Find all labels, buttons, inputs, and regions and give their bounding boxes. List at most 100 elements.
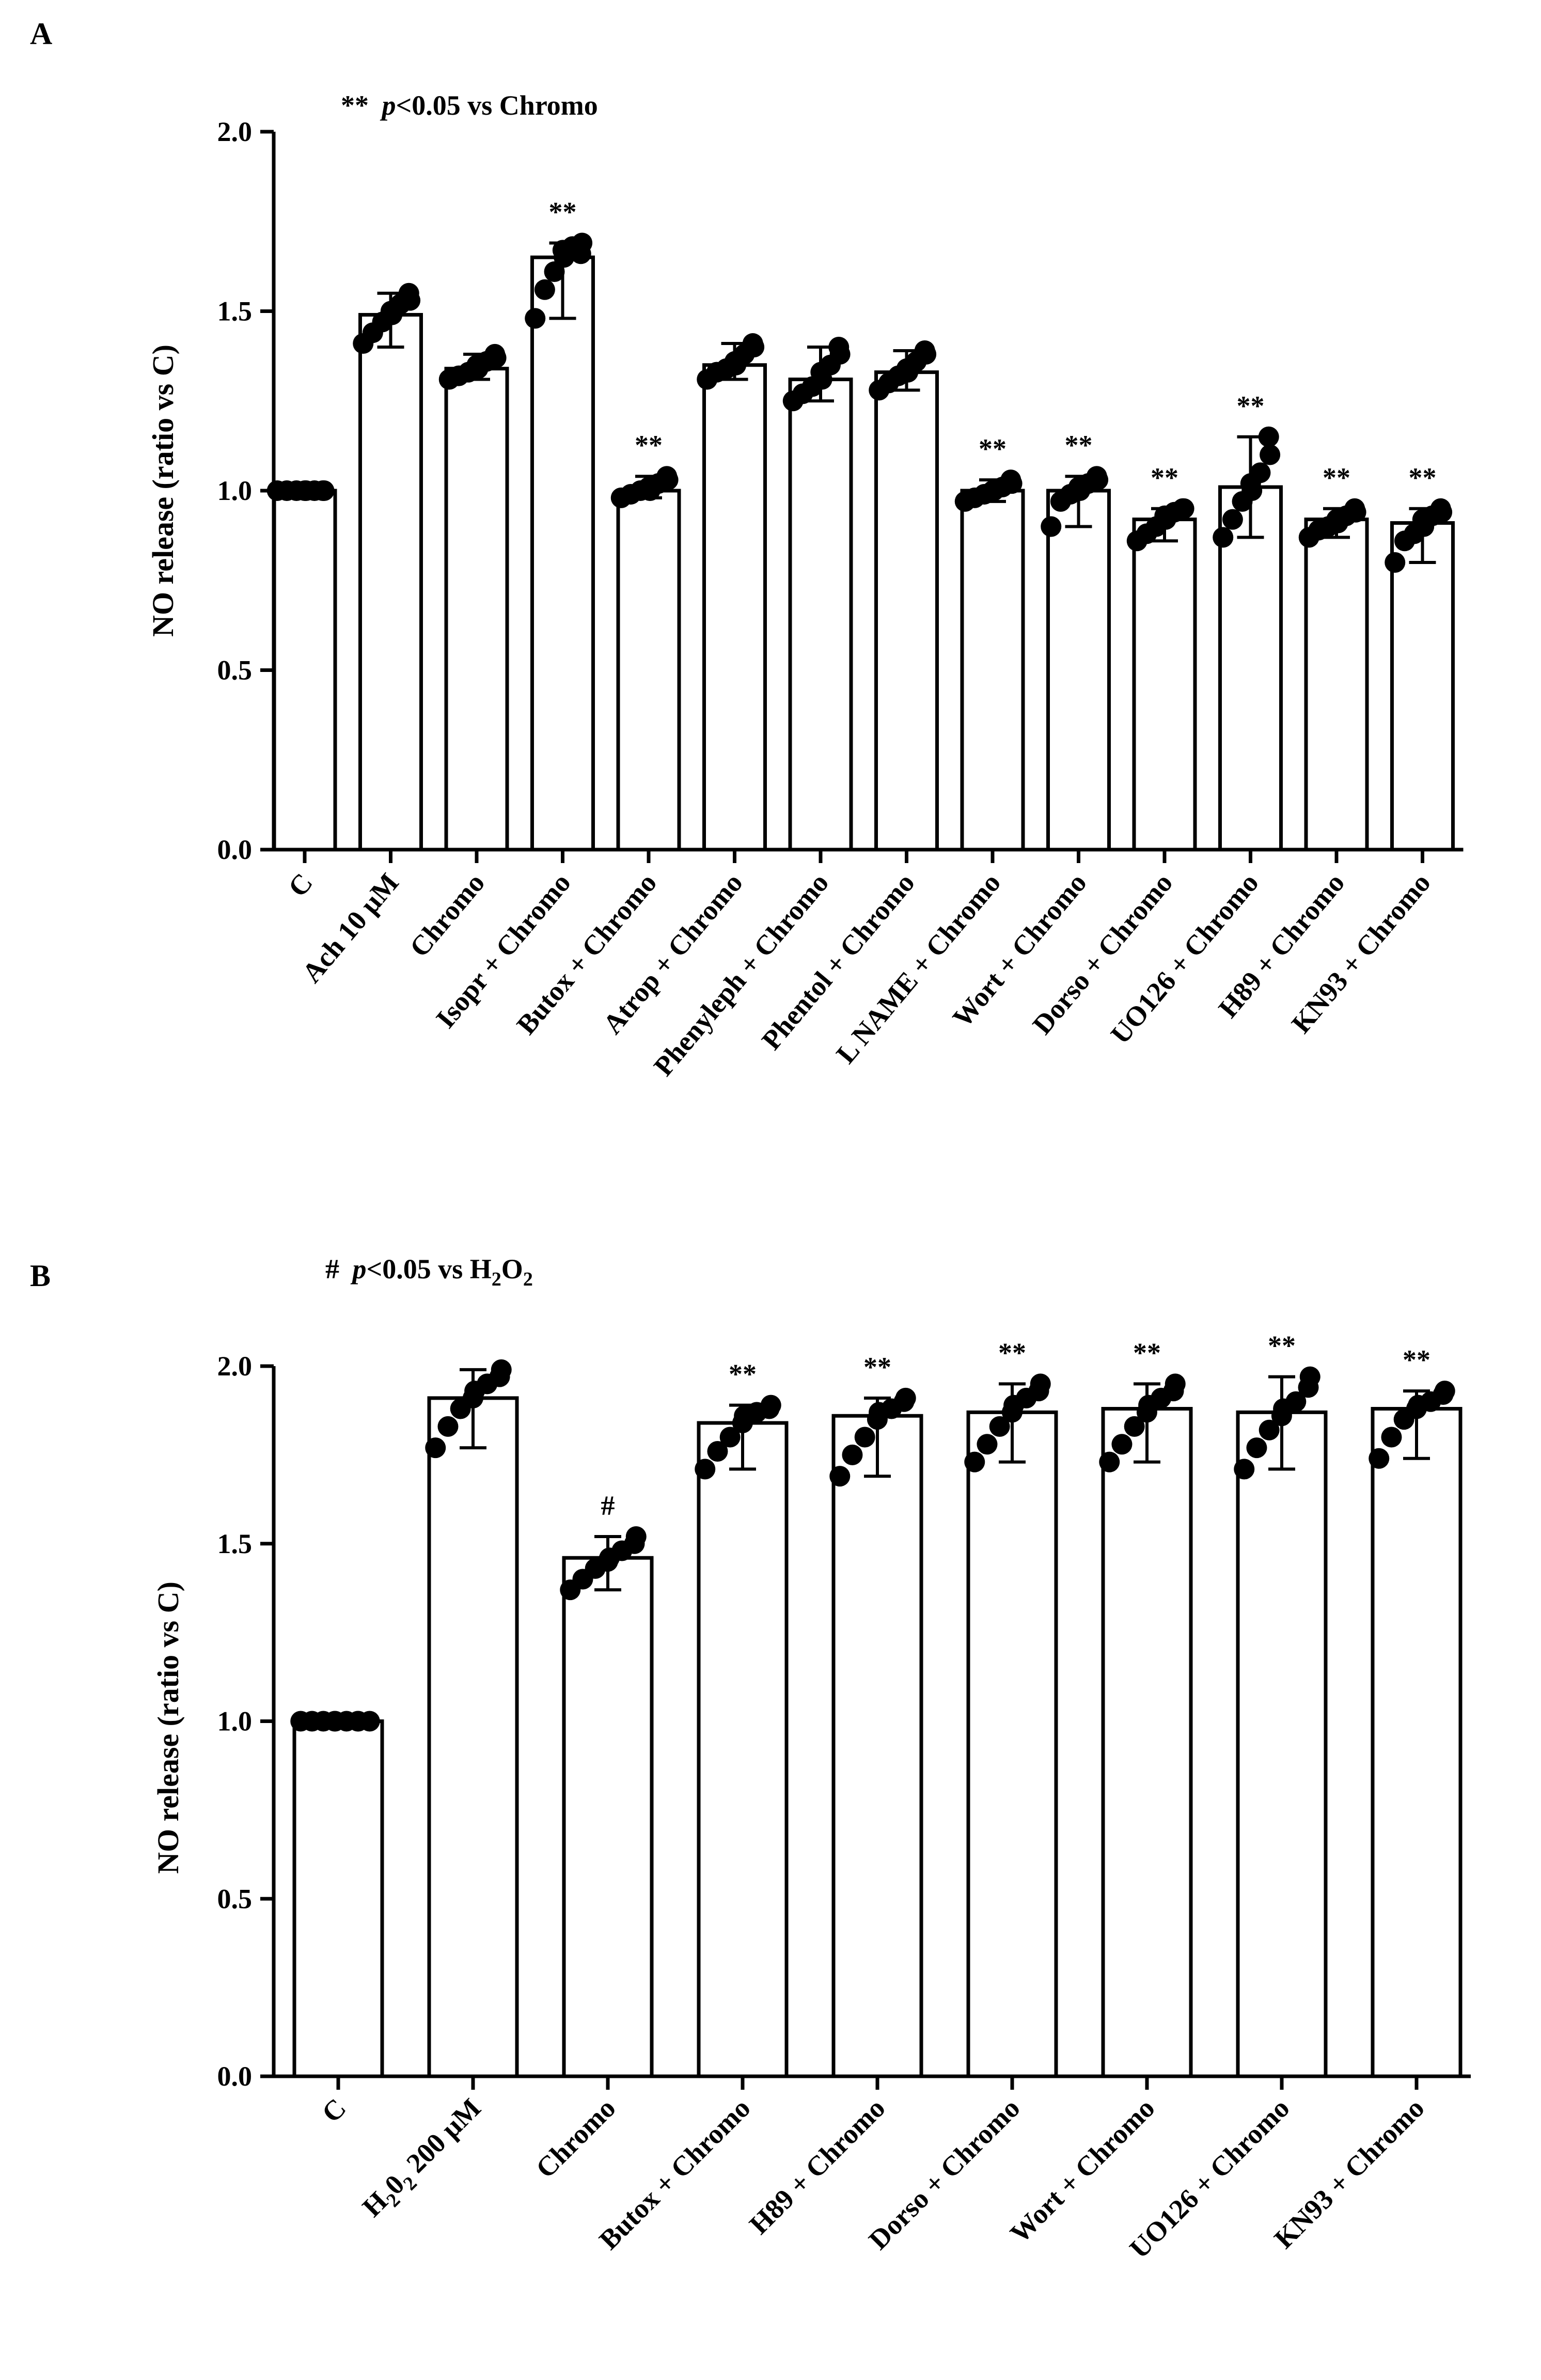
panel-b-data-point bbox=[1369, 1448, 1390, 1469]
panel-b-category-label: C bbox=[316, 2092, 352, 2128]
panel-b-significance-marker: ** bbox=[998, 1337, 1026, 1368]
panel-b-y-axis-label: NO release (ratio vs C) bbox=[151, 1582, 185, 1874]
panel-a-significance-marker: ** bbox=[549, 196, 577, 227]
panel-b-category-label: Chromo bbox=[530, 2092, 621, 2184]
panel-a-bar bbox=[788, 378, 853, 852]
panel-b-significance-marker: # bbox=[601, 1490, 615, 1521]
panel-a-bar bbox=[702, 363, 767, 852]
panel-a-data-point bbox=[742, 333, 763, 354]
panel-b-bar bbox=[427, 1396, 519, 2078]
panel-b-y-tick-label: 1.5 bbox=[217, 1528, 253, 1559]
panel-a-data-point bbox=[1260, 444, 1281, 465]
panel-a-data-point bbox=[1344, 498, 1365, 519]
panel-a-bar bbox=[272, 489, 337, 852]
panel-a-significance-marker: ** bbox=[1065, 430, 1093, 461]
panel-b-data-point bbox=[977, 1434, 998, 1455]
panel-b-note-sub1: 2 bbox=[492, 1269, 501, 1290]
panel-b-data-point bbox=[1246, 1437, 1267, 1459]
panel-a-bar bbox=[530, 255, 595, 852]
panel-a-bar bbox=[358, 312, 423, 852]
panel-a-bar bbox=[1390, 521, 1455, 852]
panel-a-data-point bbox=[398, 283, 419, 304]
panel-a-data-point bbox=[914, 340, 935, 361]
panel-a-data-point bbox=[1041, 516, 1062, 537]
panel-b-data-point bbox=[1285, 1391, 1307, 1412]
panel-b-data-point bbox=[760, 1395, 781, 1416]
panel-b-bar bbox=[1236, 1410, 1328, 2078]
panel-b-data-point bbox=[625, 1526, 647, 1547]
panel-a-data-point bbox=[1385, 552, 1406, 573]
panel-b-category-label: Wort + Chromo bbox=[1004, 2092, 1160, 2249]
panel-b-note-p: p bbox=[351, 1254, 367, 1285]
panel-a-bar bbox=[1132, 518, 1197, 852]
panel-b-y-tick-label: 1.0 bbox=[217, 1706, 253, 1737]
panel-b-significance-marker: ** bbox=[863, 1352, 891, 1383]
panel-a-data-point bbox=[484, 343, 506, 365]
panel-b-data-point bbox=[1234, 1459, 1255, 1480]
panel-b-category-label: H89 + Chromo bbox=[743, 2092, 891, 2240]
panel-b-data-point bbox=[1165, 1373, 1186, 1395]
panel-a-category-label: UO126 + Chromo bbox=[1105, 867, 1265, 1050]
panel-b-letter: B bbox=[30, 1259, 51, 1293]
panel-a-data-point bbox=[1172, 498, 1193, 519]
panel-b-y-tick-label: 0.0 bbox=[217, 2061, 253, 2092]
panel-a-bar bbox=[616, 489, 681, 852]
panel-a-note-p: p bbox=[380, 90, 396, 121]
panel-b-bar bbox=[562, 1556, 654, 2078]
panel-b-significance-marker: ** bbox=[729, 1359, 757, 1390]
panel-a-data-point bbox=[1250, 462, 1271, 483]
panel-a-category-label: L NAME + Chromo bbox=[830, 867, 1007, 1069]
panel-b-bar bbox=[697, 1421, 789, 2078]
panel-a-y-tick-label: 2.0 bbox=[217, 116, 253, 147]
panel-a-note-prefix: ** bbox=[341, 90, 369, 121]
panel-b-data-point bbox=[491, 1359, 512, 1380]
panel-b-data-point bbox=[719, 1427, 741, 1448]
panel-a-note-rest: <0.05 vs Chromo bbox=[396, 90, 598, 121]
panel-a-category-label: Phentol + Chromo bbox=[756, 867, 921, 1056]
panel-a-letter: A bbox=[30, 17, 52, 51]
panel-b-data-point bbox=[989, 1416, 1010, 1437]
panel-b-data-point bbox=[1434, 1381, 1455, 1402]
panel-a-y-tick-label: 0.5 bbox=[217, 655, 253, 686]
panel-b-data-point bbox=[842, 1444, 863, 1465]
panel-a-category-label: Chromo bbox=[403, 867, 491, 963]
panel-b-significance-marker: ** bbox=[1133, 1337, 1161, 1368]
panel-a-significance-marker: ** bbox=[1237, 390, 1265, 421]
panel-a-bar bbox=[1046, 489, 1111, 852]
panel-a-data-point bbox=[1000, 469, 1021, 491]
panel-b-y-tick-label: 0.5 bbox=[217, 1883, 253, 1914]
panel-a-significance-note: ** p<0.05 vs Chromo bbox=[341, 90, 598, 121]
panel-b-data-point bbox=[1299, 1366, 1320, 1387]
panel-a-data-point bbox=[534, 279, 555, 300]
panel-a-data-point bbox=[525, 308, 546, 329]
panel-b-bar bbox=[292, 1719, 384, 2078]
panel-b-significance-note: # p<0.05 vs H2O2 bbox=[325, 1254, 533, 1290]
panel-b-bar bbox=[1101, 1407, 1193, 2078]
panel-a-y-axis-label: NO release (ratio vs C) bbox=[146, 345, 180, 637]
panel-a-data-point bbox=[1222, 509, 1243, 530]
panel-a-bar bbox=[1218, 485, 1283, 852]
panel-a-significance-marker: ** bbox=[1323, 462, 1350, 493]
panel-a-y-tick-label: 1.5 bbox=[217, 296, 253, 327]
panel-b-data-point bbox=[695, 1459, 716, 1480]
panel-b-data-point bbox=[359, 1711, 380, 1732]
panel-b-y-tick-label: 2.0 bbox=[217, 1351, 253, 1382]
panel-b-bar bbox=[831, 1414, 923, 2078]
panel-a-data-point bbox=[1258, 426, 1279, 447]
panel-b-note-mid: O bbox=[501, 1254, 523, 1285]
panel-b-bar bbox=[966, 1410, 1058, 2078]
panel-b-category-label: H202 200 µM bbox=[356, 2092, 491, 2227]
panel-b-data-point bbox=[437, 1416, 459, 1437]
panel-b-data-point bbox=[1111, 1434, 1133, 1455]
panel-b-data-point bbox=[1259, 1419, 1280, 1440]
panel-b-data-point bbox=[1124, 1416, 1145, 1437]
panel-b-bar bbox=[1371, 1407, 1463, 2078]
panel-a-significance-marker: ** bbox=[1409, 462, 1437, 493]
panel-b-note-prefix: # bbox=[325, 1254, 339, 1285]
panel-a-data-point bbox=[1086, 466, 1107, 487]
panel-b-data-point bbox=[1030, 1373, 1051, 1395]
panel-a-significance-marker: ** bbox=[1151, 462, 1178, 493]
